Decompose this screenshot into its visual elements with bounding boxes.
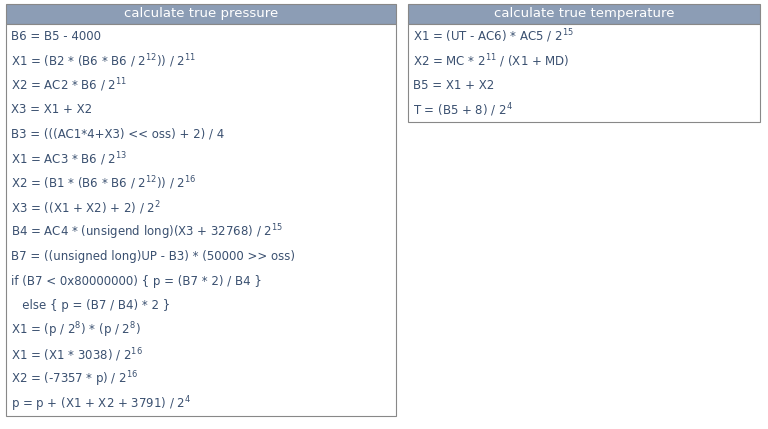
Bar [408,24,760,122]
Text: X1 = (UT - AC6) * AC5 / 2$^{15}$: X1 = (UT - AC6) * AC5 / 2$^{15}$ [413,27,574,45]
Text: B6 = B5 - 4000: B6 = B5 - 4000 [11,30,101,43]
Text: if (B7 < 0x80000000) { p = (B7 * 2) / B4 }: if (B7 < 0x80000000) { p = (B7 * 2) / B4… [11,275,262,288]
Text: B4 = AC4 * (unsigend long)(X3 + 32768) / 2$^{15}$: B4 = AC4 * (unsigend long)(X3 + 32768) /… [11,223,283,242]
Text: X1 = (X1 * 3038) / 2$^{16}$: X1 = (X1 * 3038) / 2$^{16}$ [11,346,143,363]
Text: X3 = X1 + X2: X3 = X1 + X2 [11,103,92,116]
Text: calculate true pressure: calculate true pressure [124,7,278,21]
Text: X2 = (-7357 * p) / 2$^{16}$: X2 = (-7357 * p) / 2$^{16}$ [11,369,138,389]
Text: X1 = (p / 2$^{8}$) * (p / 2$^{8}$): X1 = (p / 2$^{8}$) * (p / 2$^{8}$) [11,320,141,340]
Text: B5 = X1 + X2: B5 = X1 + X2 [413,79,495,92]
Text: B3 = (((AC1*4+X3) << oss) + 2) / 4: B3 = (((AC1*4+X3) << oss) + 2) / 4 [11,128,224,141]
Bar [6,4,396,24]
Text: else { p = (B7 / B4) * 2 }: else { p = (B7 / B4) * 2 } [11,299,170,312]
Text: X2 = MC * 2$^{11}$ / (X1 + MD): X2 = MC * 2$^{11}$ / (X1 + MD) [413,52,570,69]
Text: p = p + (X1 + X2 + 3791) / 2$^{4}$: p = p + (X1 + X2 + 3791) / 2$^{4}$ [11,394,191,414]
Text: X1 = AC3 * B6 / 2$^{13}$: X1 = AC3 * B6 / 2$^{13}$ [11,150,127,168]
Text: calculate true temperature: calculate true temperature [494,7,674,21]
Text: T = (B5 + 8) / 2$^{4}$: T = (B5 + 8) / 2$^{4}$ [413,101,513,118]
Bar [6,24,396,416]
Text: B7 = ((unsigned long)UP - B3) * (50000 >> oss): B7 = ((unsigned long)UP - B3) * (50000 >… [11,250,295,263]
Text: X1 = (B2 * (B6 * B6 / 2$^{12}$)) / 2$^{11}$: X1 = (B2 * (B6 * B6 / 2$^{12}$)) / 2$^{1… [11,52,196,69]
Text: X2 = (B1 * (B6 * B6 / 2$^{12}$)) / 2$^{16}$: X2 = (B1 * (B6 * B6 / 2$^{12}$)) / 2$^{1… [11,175,197,192]
Text: X3 = ((X1 + X2) + 2) / 2$^{2}$: X3 = ((X1 + X2) + 2) / 2$^{2}$ [11,199,161,217]
Text: X2 = AC2 * B6 / 2$^{11}$: X2 = AC2 * B6 / 2$^{11}$ [11,76,127,94]
Bar [408,4,760,24]
